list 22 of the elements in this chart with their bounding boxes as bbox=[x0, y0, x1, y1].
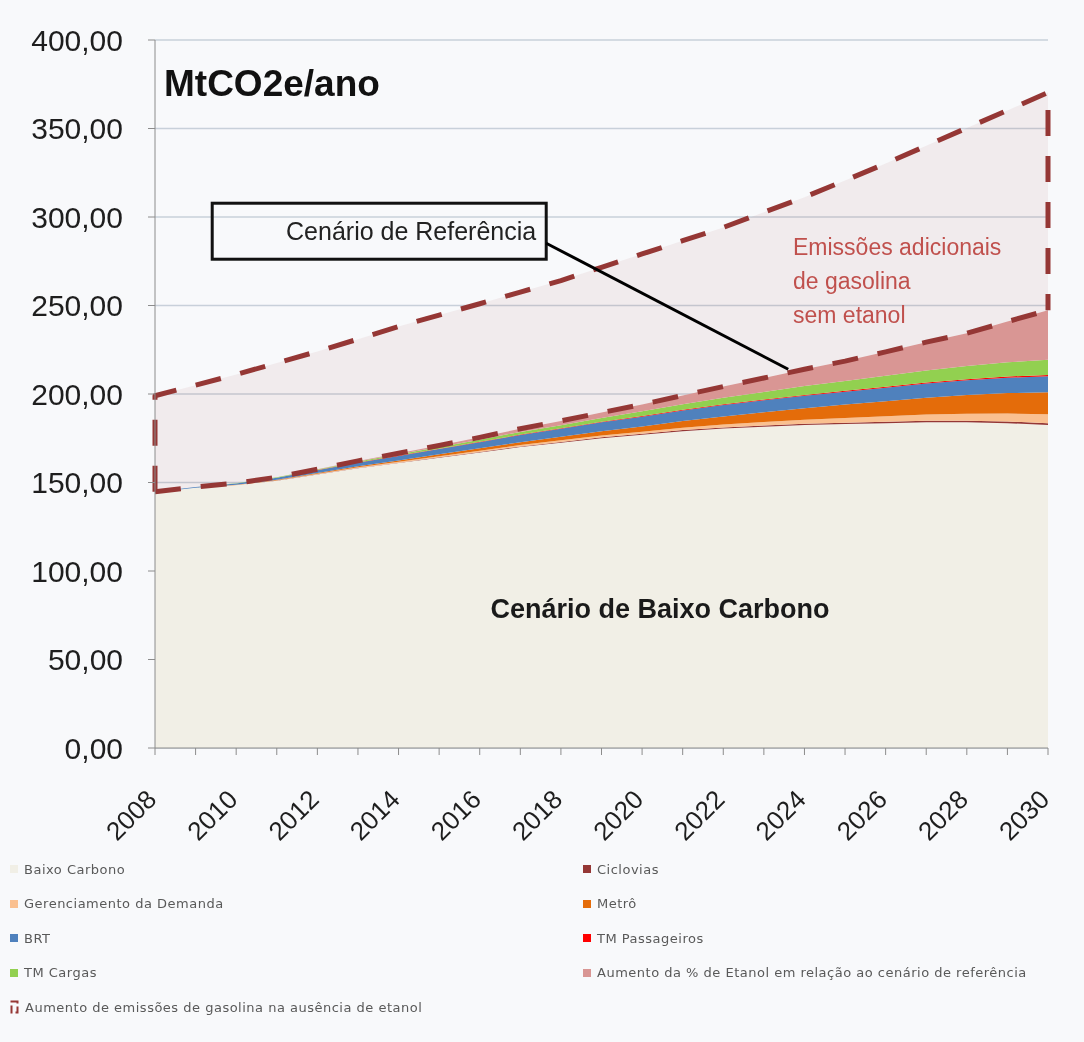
annotation: Emissões adicionais de gasolina sem etanol bbox=[793, 234, 1002, 328]
legend-label: Aumento da % de Etanol em relação ao cenário de referência bbox=[597, 965, 1027, 981]
y-tick-label: 50,00 bbox=[47, 643, 123, 677]
legend-label: TM Passageiros bbox=[597, 930, 704, 946]
legend-label: Gerenciamento da Demanda bbox=[24, 896, 224, 912]
y-tick-label: 150,00 bbox=[31, 466, 123, 500]
legend-label: BRT bbox=[24, 930, 51, 946]
legend-label: Metrô bbox=[597, 896, 637, 912]
annotation: Cenário de Baixo Carbono bbox=[490, 594, 830, 624]
y-tick-label: 250,00 bbox=[31, 289, 123, 323]
legend-label: TM Cargas bbox=[24, 965, 97, 981]
y-tick-label: 0,00 bbox=[64, 731, 123, 765]
y-tick-label: 350,00 bbox=[31, 112, 123, 146]
legend-label: Aumento de emissões de gasolina na ausência de etanol bbox=[25, 999, 423, 1015]
y-axis-title: MtCO2e/ano bbox=[164, 63, 380, 104]
y-tick-label: 100,00 bbox=[31, 554, 123, 588]
legend-label: Ciclovias bbox=[597, 861, 659, 877]
y-tick-label: 200,00 bbox=[31, 377, 123, 411]
y-tick-label: 300,00 bbox=[31, 200, 123, 234]
y-tick-label: 400,00 bbox=[31, 23, 123, 57]
legend-label: Baixo Carbono bbox=[24, 861, 126, 877]
annotation: Cenário de Referência bbox=[286, 217, 537, 246]
